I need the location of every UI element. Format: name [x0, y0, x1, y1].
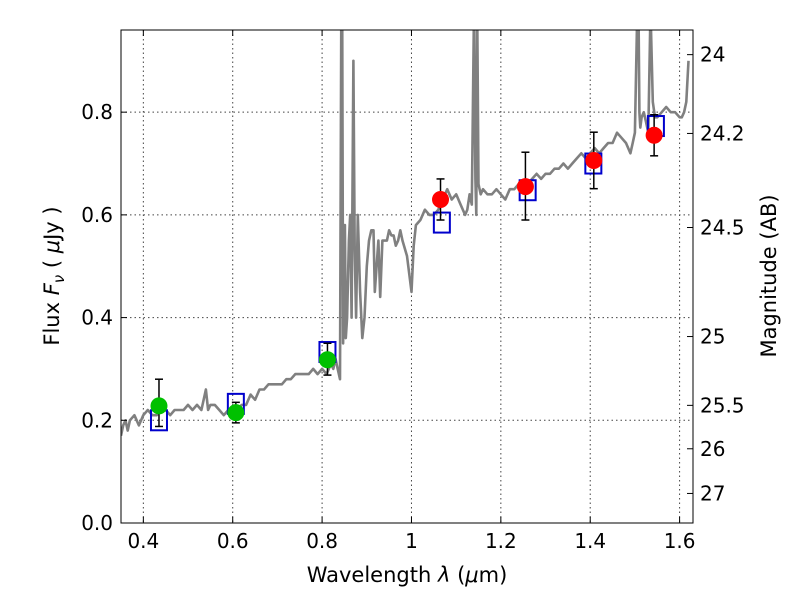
x-tick-label: 0.6	[217, 529, 249, 553]
y-tick-label: 0.6	[81, 203, 113, 227]
magnitude-axis-label: Magnitude (AB)	[757, 194, 781, 357]
y-tick-label: 0.0	[81, 511, 113, 535]
y-axis-label: Flux Fν ( μJy )	[40, 206, 68, 345]
magnitude-tick-label: 24.5	[700, 215, 745, 239]
y-tick-label: 0.2	[81, 408, 113, 432]
x-tick-label: 0.4	[127, 529, 159, 553]
magnitude-axis-ticks: 24 24.2 24.5 25 25.5 26 27	[687, 43, 745, 505]
photometry-point-red	[516, 178, 534, 196]
photometry-point-green	[227, 404, 245, 422]
x-tick-label: 1.2	[485, 529, 517, 553]
photometry-points	[150, 126, 663, 422]
magnitude-tick-label: 24	[700, 43, 725, 67]
magnitude-tick-label: 27	[700, 481, 725, 505]
photometry-point-red	[432, 190, 450, 208]
model-point	[432, 211, 451, 234]
magnitude-tick-label: 26	[700, 437, 725, 461]
y-tick-label: 0.8	[81, 100, 113, 124]
magnitude-tick-label: 24.2	[700, 121, 745, 145]
y-tick-label: 0.4	[81, 306, 113, 330]
magnitude-tick-label: 25.5	[700, 393, 745, 417]
y-axis-ticks: 0.0 0.2 0.4 0.6 0.8	[81, 100, 127, 535]
x-tick-label: 1.4	[574, 529, 606, 553]
photometry-point-green	[150, 397, 168, 415]
x-axis-ticks: 0.4 0.6 0.8 1 1.2 1.4 1.6	[127, 30, 696, 553]
x-tick-label: 1.6	[664, 529, 696, 553]
x-tick-label: 1	[405, 529, 418, 553]
photometry-point-red	[645, 126, 663, 144]
plot-frame	[120, 29, 694, 524]
magnitude-tick-label: 25	[700, 325, 725, 349]
photometry-point-green	[318, 351, 336, 369]
photometry-point-red	[585, 151, 603, 169]
plot-area	[121, 30, 690, 436]
x-tick-label: 0.8	[306, 529, 338, 553]
x-axis-label: Wavelength λ (μm)	[307, 563, 508, 587]
